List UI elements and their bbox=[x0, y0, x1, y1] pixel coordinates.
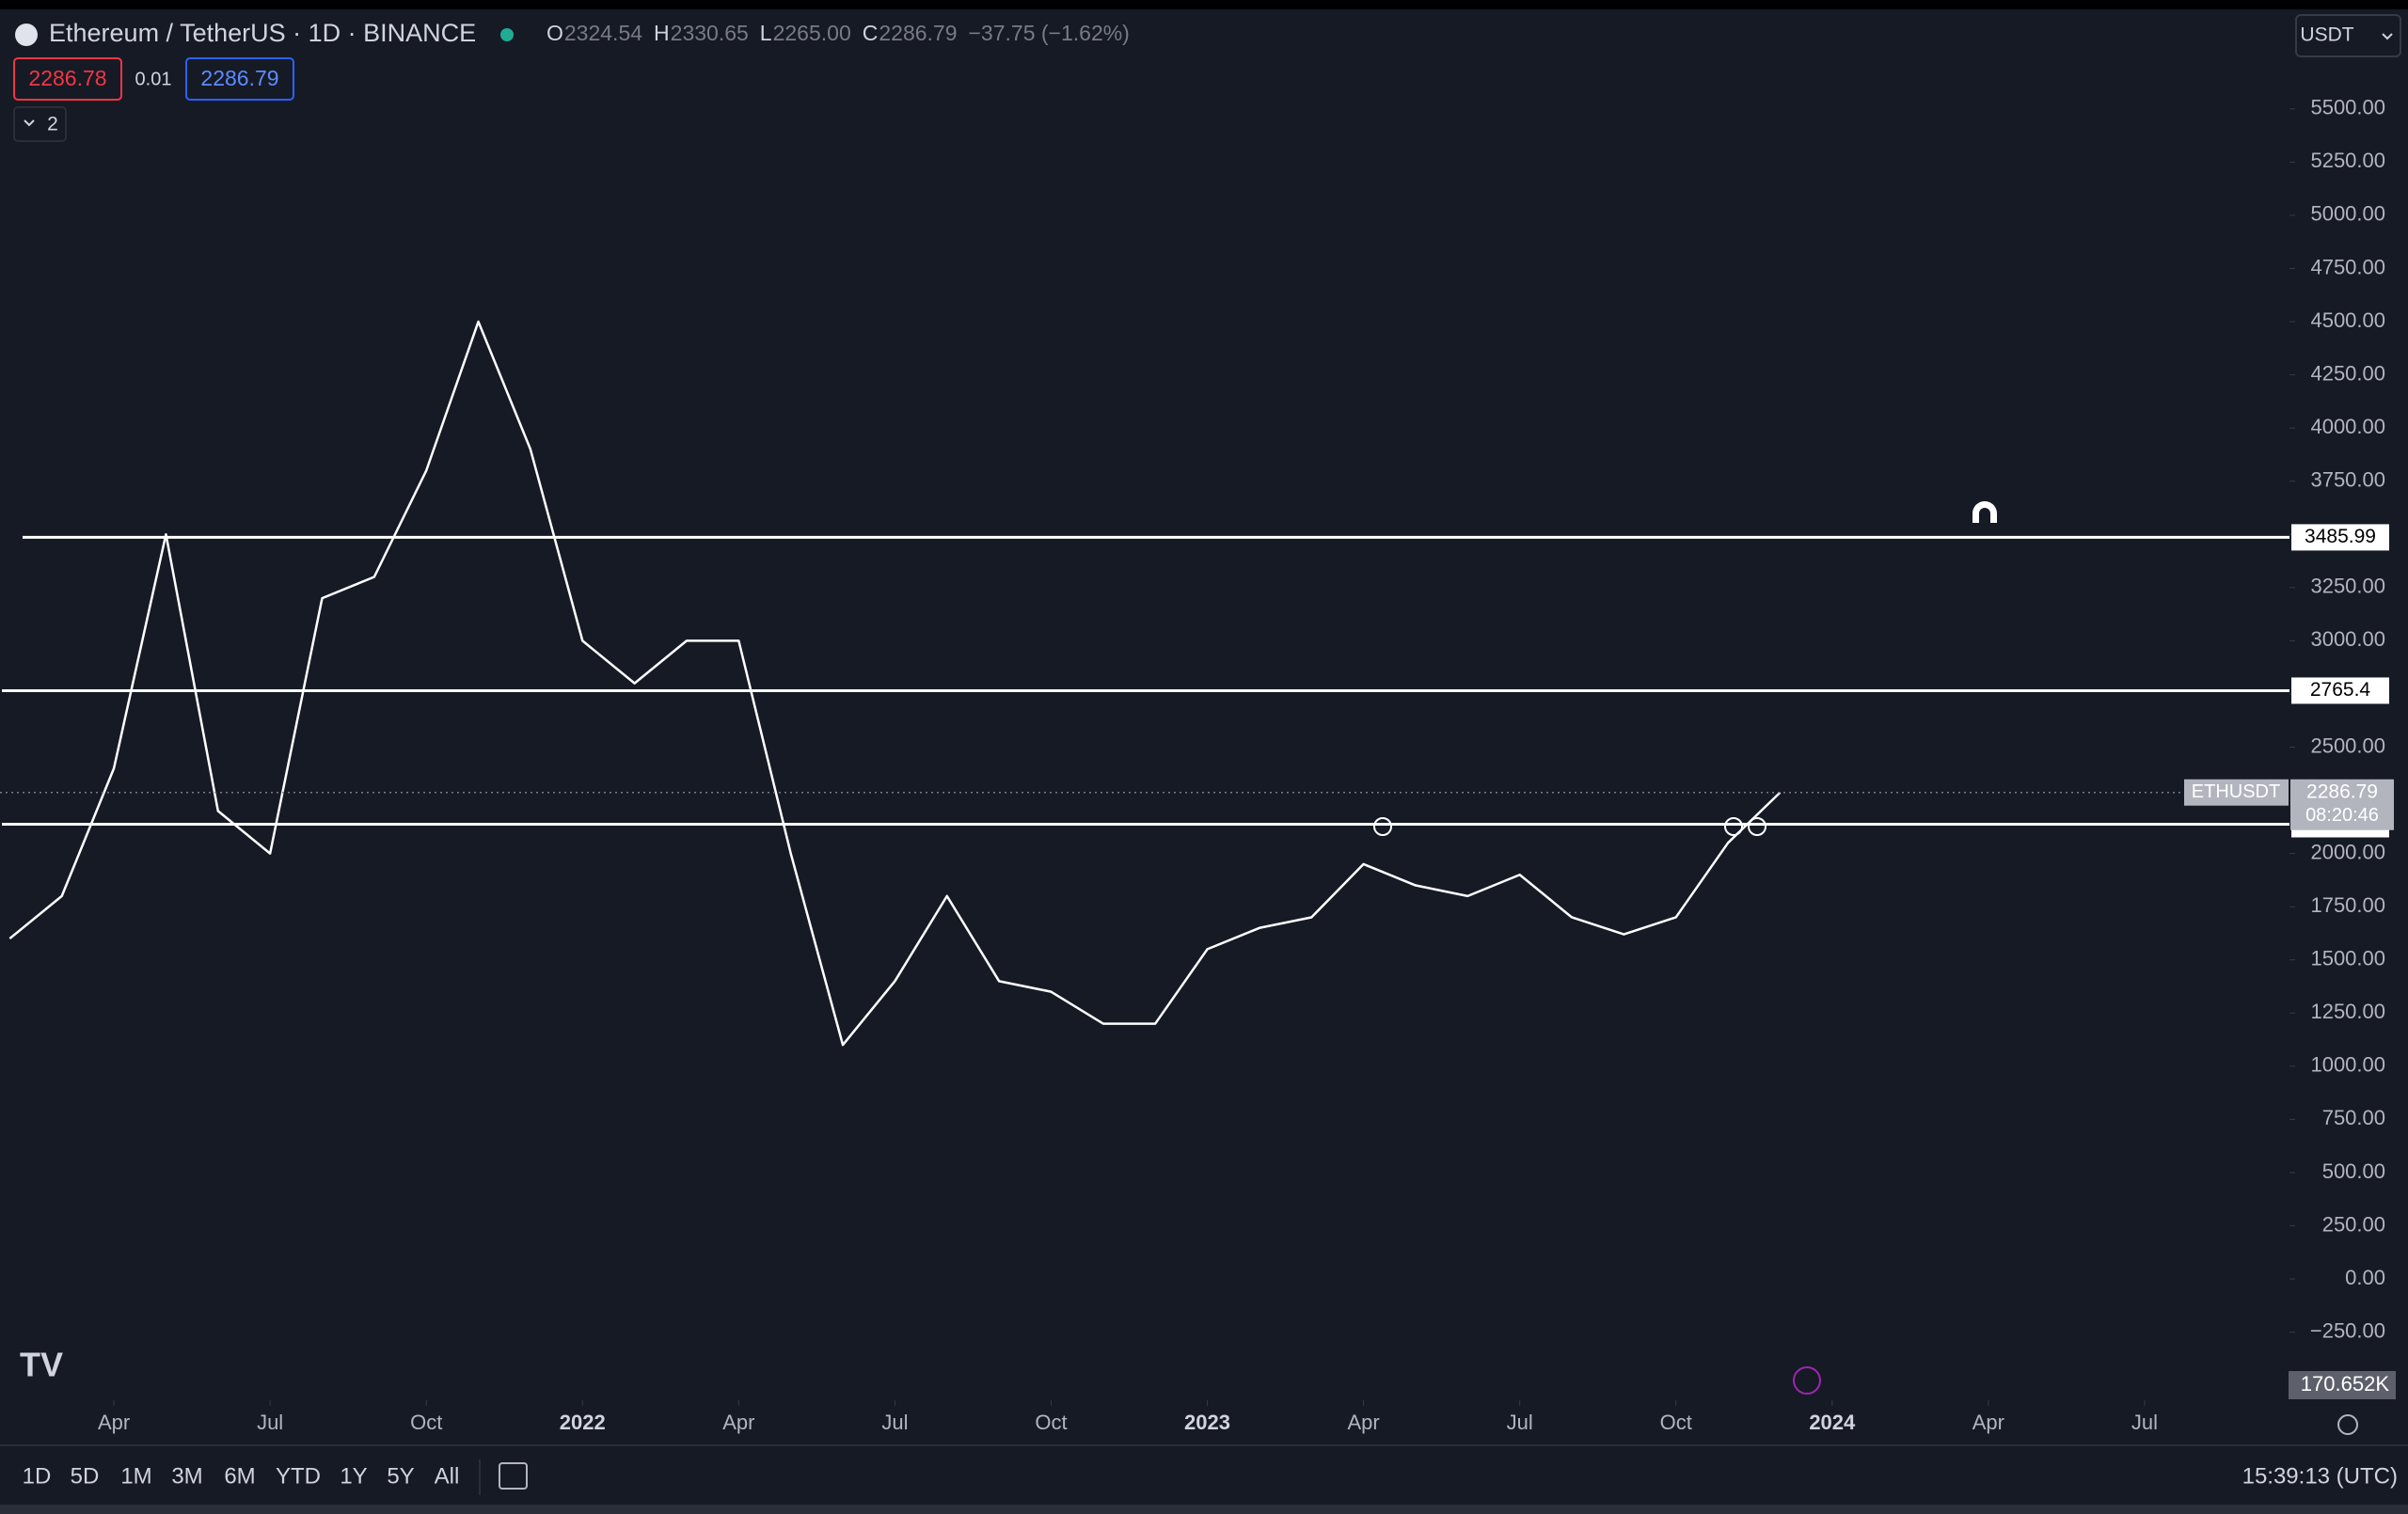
y-tick-label: 5500.00 bbox=[2310, 96, 2385, 119]
lightning-icon[interactable] bbox=[1793, 1366, 1821, 1395]
ohlc-value: 2330.65 bbox=[671, 21, 749, 45]
change: −37.75 (−1.62%) bbox=[969, 21, 1130, 45]
ohlc-key: O bbox=[547, 21, 563, 45]
ohlc-value: 2265.00 bbox=[773, 21, 851, 45]
status-dot bbox=[500, 28, 514, 41]
symbol-box bbox=[2184, 779, 2289, 806]
range-button[interactable]: All bbox=[435, 1463, 460, 1489]
touch-marker bbox=[1724, 817, 1743, 836]
y-tick-label: 4250.00 bbox=[2310, 361, 2385, 385]
y-tick-label: 1500.00 bbox=[2310, 947, 2385, 970]
y-tick-label: 1250.00 bbox=[2310, 1000, 2385, 1023]
range-button[interactable]: 5Y bbox=[387, 1463, 414, 1489]
sell-price[interactable]: 2286.78 bbox=[28, 66, 106, 90]
x-tick-label: 2024 bbox=[1809, 1411, 1856, 1434]
ohlc-value: 2324.54 bbox=[564, 21, 642, 45]
range-button[interactable]: 5D bbox=[71, 1463, 100, 1489]
level-label-box bbox=[2291, 677, 2389, 704]
ohlc-key: L bbox=[760, 21, 772, 45]
calendar-icon[interactable] bbox=[499, 1462, 528, 1490]
y-tick-label: 3000.00 bbox=[2310, 627, 2385, 651]
tv-logo[interactable]: TV bbox=[20, 1346, 63, 1384]
spread: 0.01 bbox=[135, 69, 172, 89]
x-tick-label: Jul bbox=[1507, 1411, 1533, 1434]
y-tick-label: 4000.00 bbox=[2310, 415, 2385, 438]
price-line bbox=[8, 320, 1782, 1047]
range-button[interactable]: 3M bbox=[171, 1463, 202, 1489]
x-tick-label: 2022 bbox=[560, 1411, 606, 1434]
level-label: 3485.99 bbox=[2305, 526, 2376, 547]
bottom-strip bbox=[0, 1505, 2408, 1514]
symbol-label: ETHUSDT bbox=[2192, 781, 2280, 802]
y-tick-label: 5250.00 bbox=[2310, 149, 2385, 172]
symbol-logo bbox=[15, 24, 38, 46]
chevron bbox=[24, 119, 35, 127]
y-tick-label: 5000.00 bbox=[2310, 202, 2385, 226]
x-tick-label: Jul bbox=[881, 1411, 908, 1434]
y-tick-label: 3250.00 bbox=[2310, 575, 2385, 598]
chevron bbox=[2382, 33, 2393, 40]
range-button[interactable]: 1M bbox=[120, 1463, 151, 1489]
ohlc: O 2324.54 H 2330.65 L 2265.00 C 2286.79 −37.75 (… bbox=[547, 21, 1130, 45]
countdown: 08:20:46 bbox=[2305, 805, 2379, 826]
y-tick-label: 0.00 bbox=[2345, 1266, 2385, 1289]
indicator-count[interactable]: 2 bbox=[47, 114, 58, 135]
price-box bbox=[2290, 779, 2394, 830]
currency[interactable]: USDT bbox=[2300, 24, 2353, 46]
buy-price[interactable]: 2286.79 bbox=[200, 66, 278, 90]
y-tick-label: 2000.00 bbox=[2310, 840, 2385, 863]
range-bar: 1D 5D 1M 3M 6M YTD 1Y 5Y All bbox=[23, 1463, 460, 1489]
y-tick-label: 4750.00 bbox=[2310, 255, 2385, 278]
touch-marker bbox=[1373, 817, 1392, 836]
touch-marker bbox=[1748, 817, 1766, 836]
y-tick-label: 1750.00 bbox=[2310, 893, 2385, 917]
range-button[interactable]: 1Y bbox=[340, 1463, 367, 1489]
y-tick-label: 2500.00 bbox=[2310, 733, 2385, 757]
ohlc-key: H bbox=[654, 21, 670, 45]
y-tick-label: 250.00 bbox=[2322, 1212, 2385, 1236]
range-button[interactable]: YTD bbox=[276, 1463, 321, 1489]
x-tick-label: Apr bbox=[722, 1411, 754, 1434]
x-tick-label: Apr bbox=[1347, 1411, 1379, 1434]
buy-box[interactable] bbox=[185, 57, 294, 101]
plot-area bbox=[8, 320, 1782, 1047]
level-label: 2765.4 bbox=[2310, 679, 2371, 701]
x-tick-label: Oct bbox=[1660, 1411, 1692, 1434]
top-strip bbox=[0, 0, 2408, 9]
ohlc-key: C bbox=[863, 21, 879, 45]
y-tick-label: 1000.00 bbox=[2310, 1053, 2385, 1077]
indicator-toggle[interactable] bbox=[13, 106, 67, 142]
x-tick-label: Oct bbox=[1035, 1411, 1067, 1434]
settings-icon[interactable] bbox=[2337, 1414, 2358, 1435]
x-tick-label: Apr bbox=[98, 1411, 130, 1434]
x-tick-label: Jul bbox=[257, 1411, 283, 1434]
price-label: 2286.79 bbox=[2306, 781, 2378, 802]
ohlc-value: 2286.79 bbox=[879, 21, 957, 45]
volume-label-box bbox=[2289, 1371, 2396, 1399]
range-button[interactable]: 6M bbox=[224, 1463, 255, 1489]
currency-select[interactable] bbox=[2295, 14, 2401, 57]
y-tick-label: 750.00 bbox=[2322, 1106, 2385, 1129]
x-tick-label: Apr bbox=[1972, 1411, 2004, 1434]
volume-label: 170.652K bbox=[2301, 1372, 2390, 1396]
y-tick-label: 4500.00 bbox=[2310, 308, 2385, 332]
level-label-box bbox=[2291, 524, 2389, 551]
clock: 15:39:13 (UTC) bbox=[2242, 1463, 2398, 1489]
x-tick-label: Jul bbox=[2131, 1411, 2158, 1434]
x-tick-label: Oct bbox=[410, 1411, 442, 1434]
range-button[interactable]: 1D bbox=[23, 1463, 52, 1489]
y-tick-label: 3750.00 bbox=[2310, 468, 2385, 492]
symbol-title: Ethereum / TetherUS · 1D · BINANCE bbox=[49, 19, 476, 47]
magnet-icon[interactable] bbox=[1972, 501, 1997, 523]
x-tick-label: 2023 bbox=[1184, 1411, 1230, 1434]
sell-box[interactable] bbox=[13, 57, 122, 101]
y-tick-label: −250.00 bbox=[2310, 1318, 2385, 1342]
y-tick-label: 500.00 bbox=[2322, 1159, 2385, 1183]
